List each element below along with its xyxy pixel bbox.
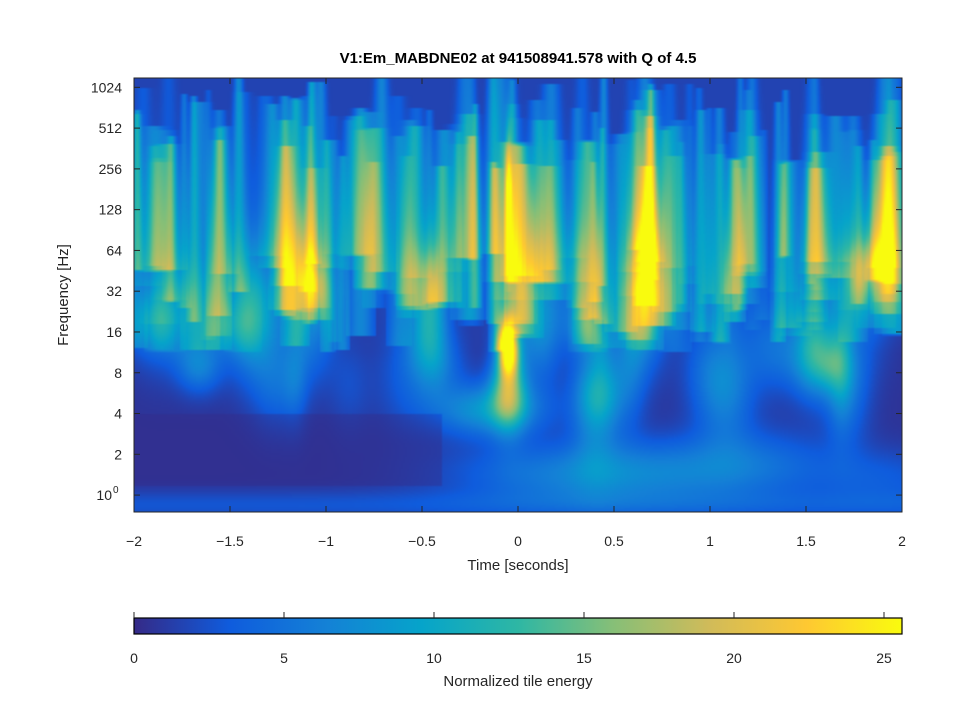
y-tick-label: 64 bbox=[106, 242, 122, 258]
y-tick-label: 1024 bbox=[91, 79, 122, 95]
y-tick-label: 8 bbox=[114, 365, 122, 381]
colorbar-tick-label: 25 bbox=[876, 650, 892, 666]
colorbar-gradient bbox=[133, 617, 903, 635]
x-tick-label: 0.5 bbox=[604, 533, 624, 549]
y-tick-label: 4 bbox=[114, 406, 122, 422]
colorbar-tick-label: 15 bbox=[576, 650, 592, 666]
colorbar: 0 5 10 15 20 25 Normalized tile energy bbox=[130, 612, 903, 690]
y-tick-label: 256 bbox=[99, 161, 123, 177]
x-tick-label: −0.5 bbox=[408, 533, 436, 549]
heatmap bbox=[134, 78, 902, 512]
y-tick-label: 32 bbox=[106, 283, 122, 299]
x-tick-label: −2 bbox=[126, 533, 142, 549]
y-axis-label: Frequency [Hz] bbox=[55, 244, 72, 346]
y-tick-label: 10 bbox=[96, 487, 112, 503]
x-axis-label: Time [seconds] bbox=[467, 557, 568, 574]
colorbar-label: Normalized tile energy bbox=[443, 673, 593, 690]
y-tick-label: 2 bbox=[114, 446, 122, 462]
x-tick-label: −1.5 bbox=[216, 533, 244, 549]
y-tick-label: 512 bbox=[99, 120, 123, 136]
y-tick-exponent: 0 bbox=[113, 485, 119, 496]
x-axis: −2 −1.5 −1 −0.5 0 0.5 1 1.5 2 bbox=[126, 78, 906, 549]
x-tick-label: 1 bbox=[706, 533, 714, 549]
x-tick-label: 2 bbox=[898, 533, 906, 549]
chart-title: V1:Em_MABDNE02 at 941508941.578 with Q o… bbox=[340, 50, 697, 67]
y-tick-label: 128 bbox=[99, 202, 123, 218]
colorbar-ticks: 0 5 10 15 20 25 bbox=[130, 612, 892, 666]
colorbar-tick-label: 0 bbox=[130, 650, 138, 666]
colorbar-tick-label: 10 bbox=[426, 650, 442, 666]
x-tick-label: 0 bbox=[514, 533, 522, 549]
heatmap-image bbox=[134, 78, 902, 512]
y-axis: 10 0 2 4 8 16 32 64 128 256 512 1024 bbox=[91, 79, 902, 503]
colorbar-tick-label: 20 bbox=[726, 650, 742, 666]
y-tick-label: 16 bbox=[106, 324, 122, 340]
colorbar-tick-label: 5 bbox=[280, 650, 288, 666]
x-tick-label: −1 bbox=[318, 533, 334, 549]
x-tick-label: 1.5 bbox=[796, 533, 816, 549]
